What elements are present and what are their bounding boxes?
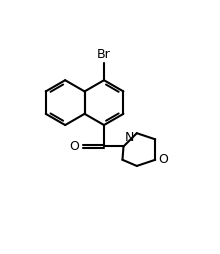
Text: N: N: [125, 131, 134, 144]
Text: Br: Br: [97, 48, 111, 61]
Text: O: O: [70, 140, 80, 153]
Text: O: O: [158, 153, 168, 166]
